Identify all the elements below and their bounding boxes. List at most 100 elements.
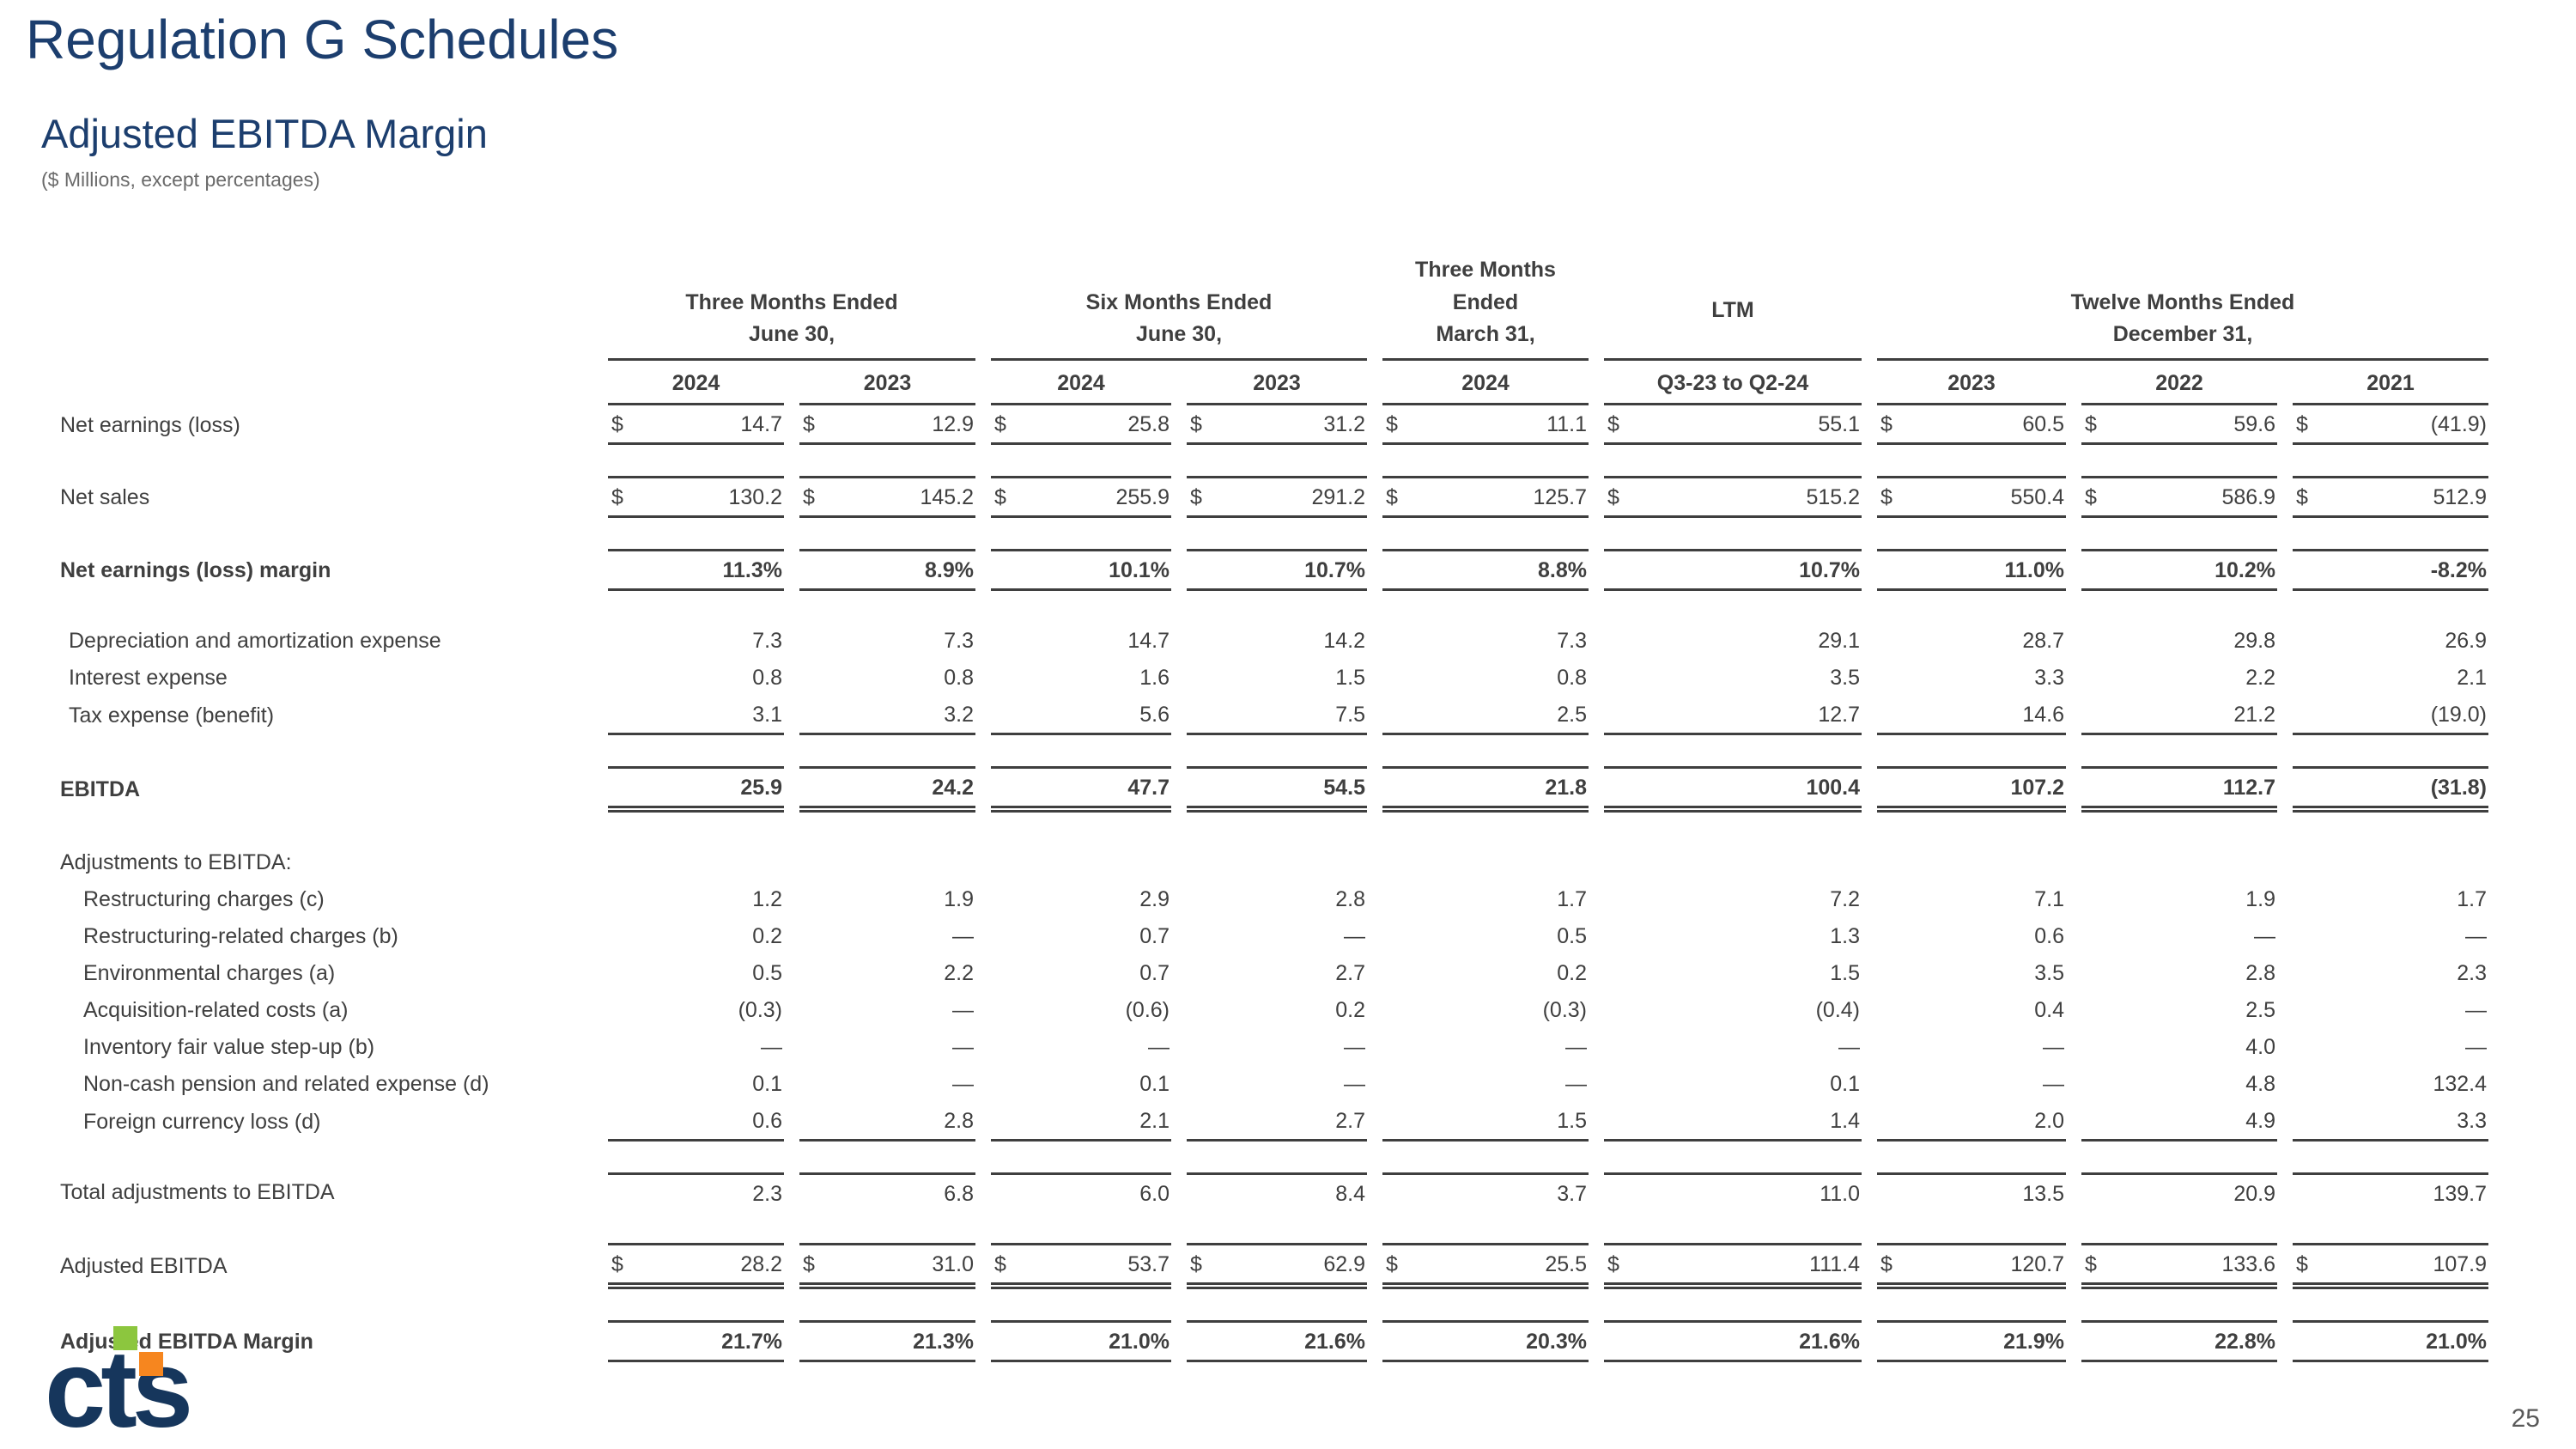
- cell: 2.2: [2245, 665, 2275, 690]
- cell: 28.7: [2022, 628, 2064, 653]
- row-label: Acquisition-related costs (a): [83, 997, 349, 1022]
- cell: 21.6%: [1604, 1319, 1862, 1362]
- dollar-sign: $: [1880, 484, 1893, 509]
- cell: 7.3: [752, 628, 782, 653]
- spacer-cell: [60, 445, 2488, 476]
- cell: (0.3): [738, 997, 782, 1022]
- cell: [1382, 843, 1589, 880]
- cell: $255.9: [991, 475, 1171, 518]
- dollar-sign: $: [1386, 1251, 1398, 1276]
- row-label: Net earnings (loss) margin: [60, 557, 331, 582]
- cell-value: 550.4: [2010, 484, 2064, 509]
- cell-value: 25.8: [1127, 411, 1170, 436]
- cell: 6.8: [799, 1172, 975, 1212]
- dollar-sign: $: [1386, 484, 1398, 509]
- year-header: 2024: [1382, 361, 1589, 405]
- cell: 4.8: [2245, 1071, 2275, 1096]
- table-row: Adjusted EBITDA $28.2 $31.0 $53.7 $62.9 $25.5…: [60, 1242, 2488, 1289]
- row-label: Adjustments to EBITDA:: [60, 849, 292, 874]
- table-row: Total adjustments to EBITDA 2.3 6.8 6.0 8.4 3…: [60, 1172, 2488, 1212]
- year-header: Q3-23 to Q2-24: [1604, 361, 1862, 405]
- table-row: Depreciation and amortization expense 7.3…: [60, 622, 2488, 659]
- row-label: Non-cash pension and related expense (d): [83, 1071, 489, 1096]
- cell: $107.9: [2293, 1242, 2488, 1289]
- cell: 1.9: [944, 886, 974, 911]
- cell: 3.3: [2293, 1102, 2488, 1142]
- cell-value: 53.7: [1127, 1251, 1170, 1276]
- dollar-sign: $: [611, 484, 623, 509]
- column-group-header: Three Months Ended March 31,: [1382, 254, 1589, 361]
- cell: 1.9: [2245, 886, 2275, 911]
- cell-value: 512.9: [2433, 484, 2487, 509]
- row-label: Adjusted EBITDA Margin: [60, 1329, 313, 1354]
- cell: 0.1: [752, 1071, 782, 1096]
- cell: 2.8: [799, 1102, 975, 1142]
- cell: 8.4: [1187, 1172, 1367, 1212]
- cell: 14.6: [1877, 696, 2066, 735]
- cell-value: 12.9: [932, 411, 974, 436]
- cell: —: [952, 923, 974, 948]
- cell: 2.2: [944, 960, 974, 985]
- money-cell: $ (41.9): [2293, 411, 2487, 437]
- cell: 1.5: [1382, 1102, 1589, 1142]
- cell: 7.5: [1187, 696, 1367, 735]
- cell: —: [2465, 997, 2487, 1022]
- cell: $550.4: [1877, 475, 2066, 518]
- spacer-cell: [60, 1212, 2488, 1243]
- dollar-sign: $: [2085, 1251, 2097, 1276]
- row-label: Total adjustments to EBITDA: [60, 1180, 335, 1204]
- cell: 10.7%: [1604, 548, 1862, 591]
- cell: 29.8: [2233, 628, 2275, 653]
- cell: $55.1: [1604, 405, 1862, 445]
- column-group-label: Six Months Ended: [1085, 289, 1273, 314]
- spacer-cell: [60, 591, 2488, 622]
- cell-value: 515.2: [1806, 484, 1860, 509]
- cell-value: 111.4: [1809, 1251, 1860, 1276]
- dollar-sign: $: [1190, 484, 1202, 509]
- cell: $515.2: [1604, 475, 1862, 518]
- column-group-header: LTM: [1604, 254, 1862, 361]
- column-group-label: Twelve Months Ended: [2070, 289, 2295, 314]
- cell: 1.6: [1139, 665, 1170, 690]
- cell-value: 107.9: [2433, 1251, 2487, 1276]
- column-group-label: Three Months Ended: [1415, 258, 1556, 314]
- cell: (0.6): [1125, 997, 1170, 1022]
- dollar-sign: $: [1607, 484, 1619, 509]
- row-label: Net earnings (loss): [60, 413, 240, 437]
- money-cell: $107.9: [2293, 1251, 2487, 1277]
- spacer-cell: [60, 1289, 2488, 1320]
- cell: $60.5: [1877, 405, 2066, 445]
- cell-value: 62.9: [1323, 1251, 1365, 1276]
- spacer-row: [60, 1142, 2488, 1172]
- spacer-cell: [60, 735, 2488, 766]
- cell: 11.0%: [1877, 548, 2066, 591]
- cell: 11.0: [1604, 1172, 1862, 1212]
- column-group-header: Twelve Months Ended December 31,: [1877, 254, 2488, 361]
- column-group-label: June 30,: [1135, 322, 1223, 346]
- cell: [1877, 843, 2066, 880]
- cell: —: [1344, 1071, 1365, 1096]
- cell: 10.1%: [991, 548, 1171, 591]
- dollar-sign: $: [803, 484, 815, 509]
- cell: 0.6: [608, 1102, 784, 1142]
- cell: —: [952, 997, 974, 1022]
- page-number: 25: [2511, 1404, 2540, 1433]
- cell: (19.0): [2293, 696, 2488, 735]
- dollar-sign: $: [994, 484, 1006, 509]
- cell: 4.0: [2245, 1034, 2275, 1059]
- corner-cell: [60, 254, 592, 361]
- cell: [1604, 843, 1862, 880]
- year-header: 2021: [2293, 361, 2488, 405]
- cell-value: 55.1: [1818, 411, 1860, 436]
- spacer-row: [60, 735, 2488, 766]
- dollar-sign: $: [1607, 1251, 1619, 1276]
- cell: —: [2043, 1034, 2064, 1059]
- row-label: Net sales: [60, 484, 150, 509]
- corner-cell: [60, 361, 592, 405]
- money-cell: $515.2: [1604, 484, 1860, 510]
- cell: 2.1: [2457, 665, 2487, 690]
- units-note: ($ Millions, except percentages): [41, 168, 320, 191]
- dollar-sign: $: [2296, 1251, 2308, 1276]
- money-cell: $255.9: [991, 484, 1170, 510]
